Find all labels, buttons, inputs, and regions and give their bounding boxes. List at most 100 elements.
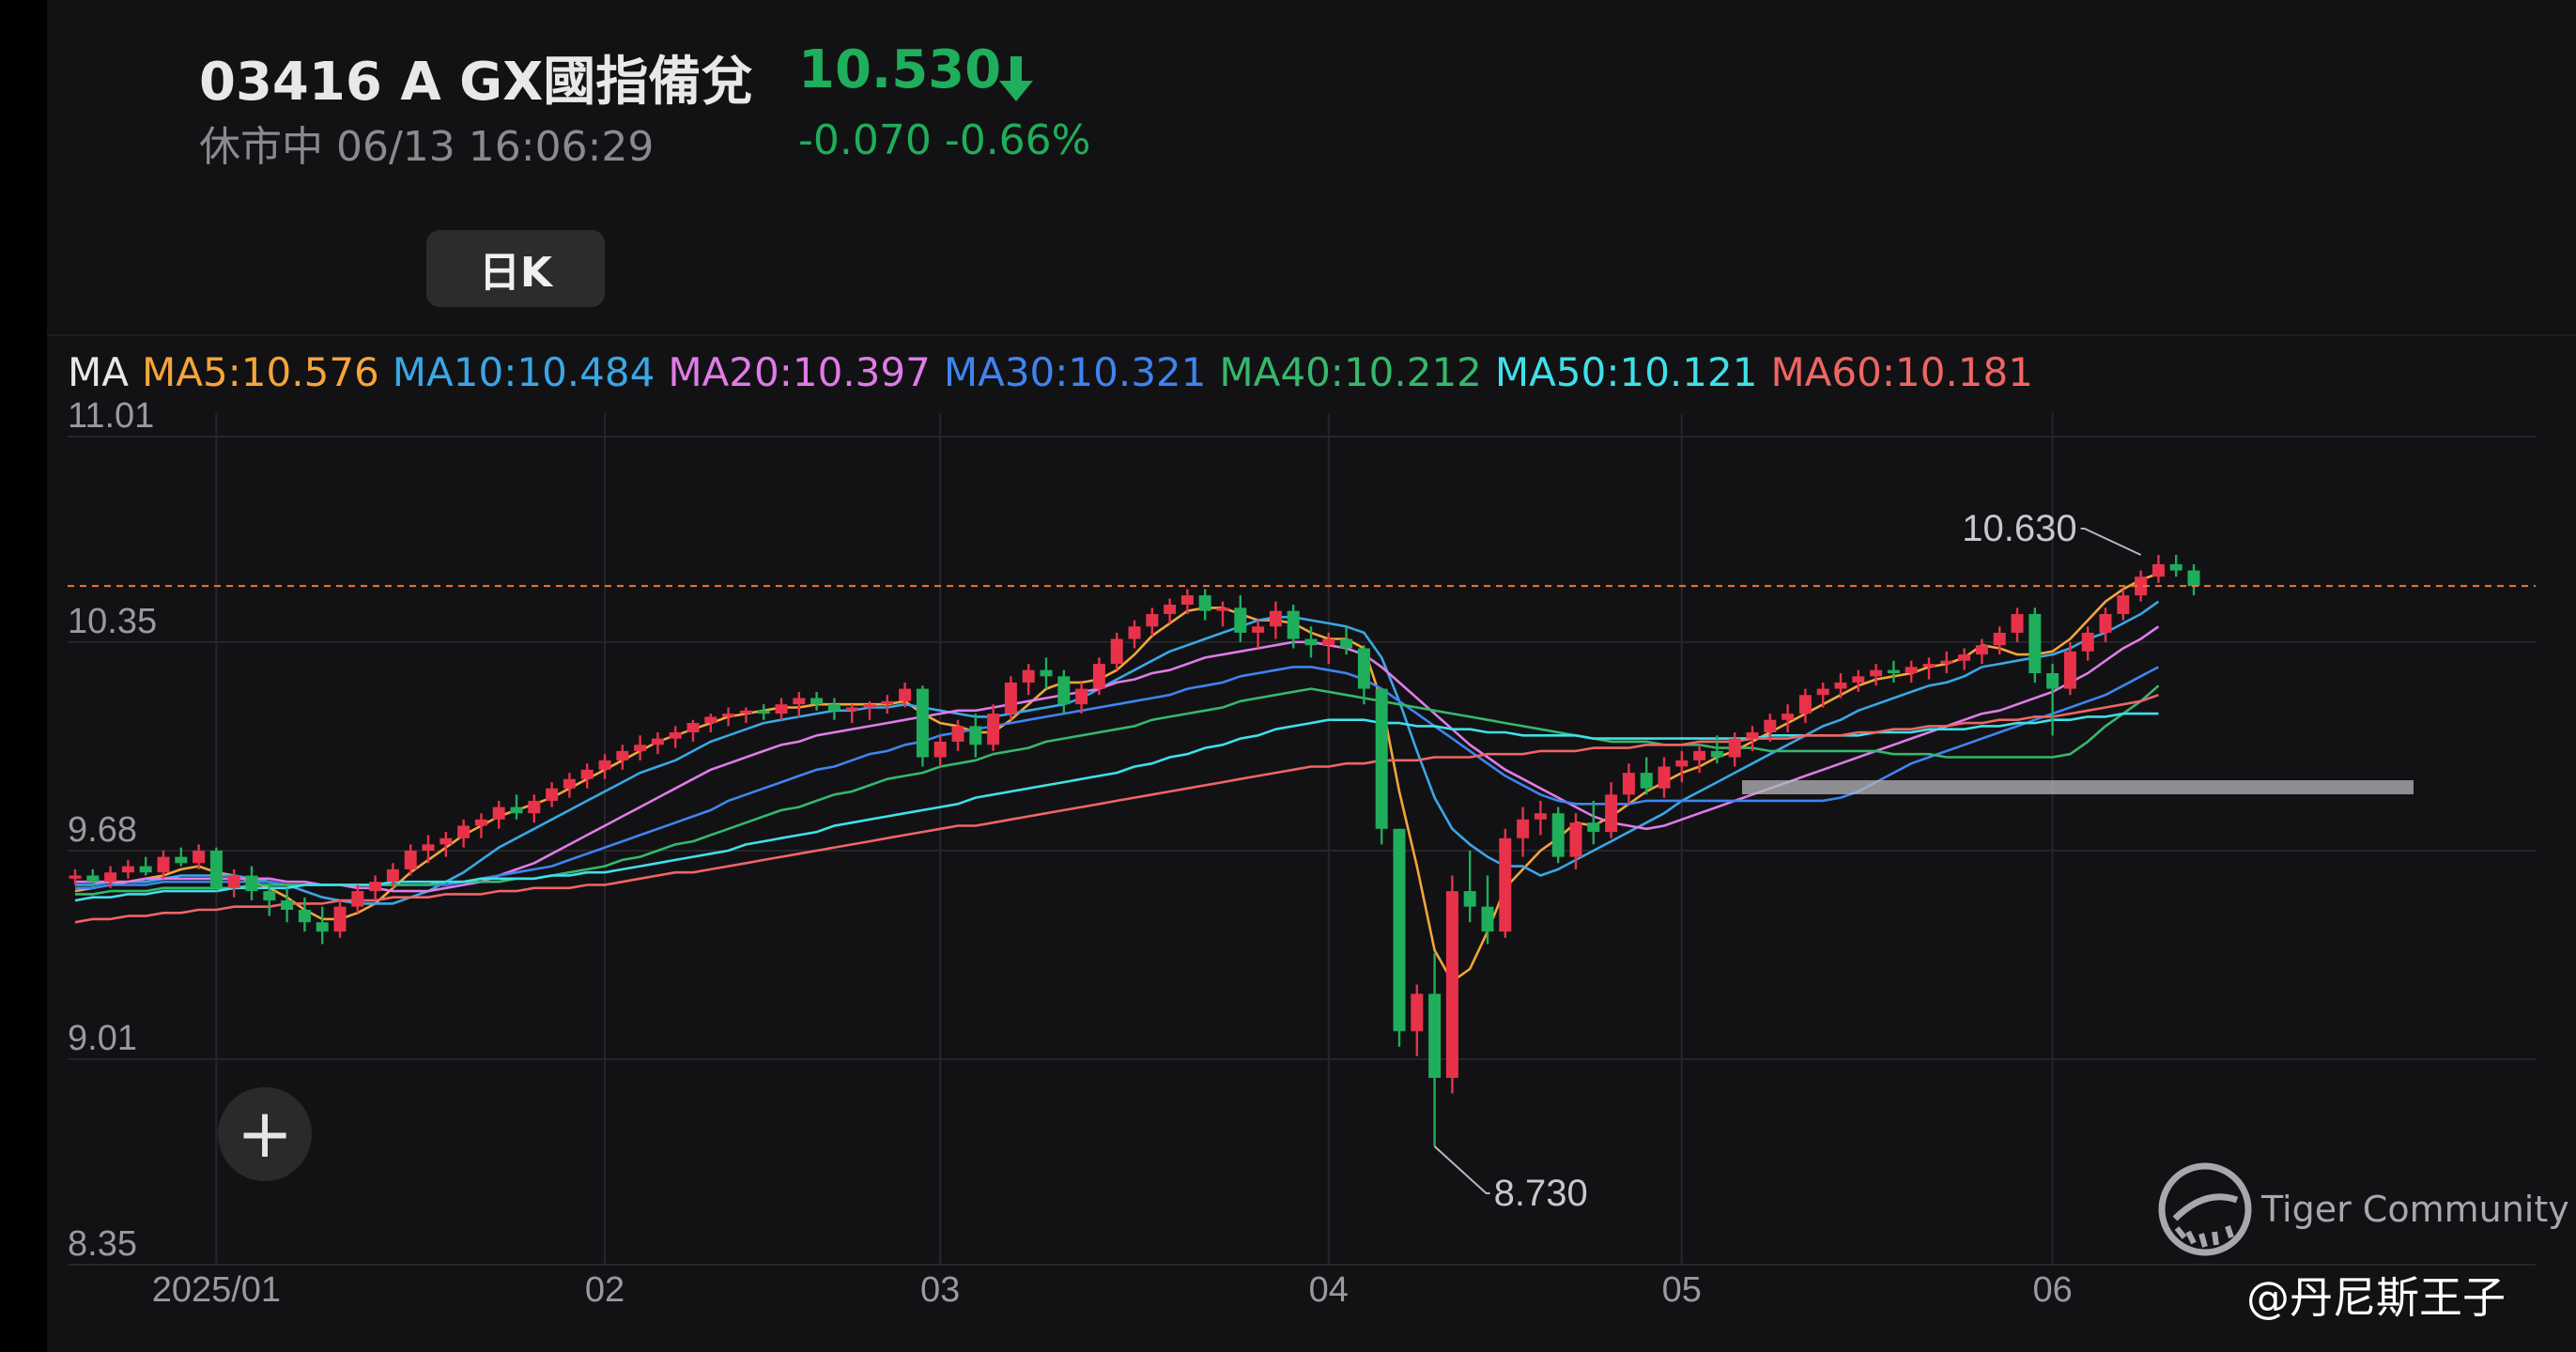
y-tick-label: 9.01 — [68, 1019, 137, 1058]
candle-body — [1499, 837, 1512, 932]
ma-legend-item: MA50:10.121 — [1494, 349, 1758, 395]
candle-body — [492, 807, 505, 820]
watermark-text: Tiger Community — [2261, 1189, 2569, 1230]
candle-body — [1764, 719, 1777, 732]
ma-legend-item: MA10:10.484 — [392, 349, 656, 395]
candle-body — [969, 726, 982, 745]
price-range-marker — [1742, 780, 2414, 794]
candle-body — [1905, 667, 1918, 673]
candle-body — [739, 710, 752, 714]
candle-body — [1887, 669, 1900, 673]
annotation-leader — [1433, 1145, 1490, 1194]
candle-body — [1075, 688, 1088, 705]
candle-body — [1428, 993, 1442, 1079]
candle-body — [1958, 654, 1971, 661]
candle-body — [193, 851, 206, 864]
candle-body — [616, 750, 629, 760]
candle-body — [1357, 648, 1370, 689]
y-tick-label: 10.35 — [68, 602, 157, 641]
candle-body — [634, 745, 647, 751]
candle-body — [987, 714, 1000, 745]
ma-legend-item: MA40:10.212 — [1219, 349, 1482, 395]
candle-body — [1658, 766, 1671, 789]
candle-body — [227, 875, 240, 888]
candle-body — [1164, 605, 1177, 614]
x-tick-label: 04 — [1309, 1270, 1349, 1310]
candle-body — [2046, 673, 2059, 689]
ma-legend-item: MA30:10.321 — [943, 349, 1207, 395]
candle-body — [404, 851, 417, 869]
candle-body — [1517, 819, 1530, 838]
candle-body — [69, 875, 82, 879]
ma-line-ma40 — [75, 684, 2160, 896]
period-selector-button[interactable]: 日K — [426, 230, 605, 307]
candle-body — [1198, 595, 1211, 611]
candle-body — [1287, 610, 1300, 639]
candle-body — [298, 910, 311, 923]
candle-body — [1993, 632, 2006, 646]
candle-body — [1675, 760, 1689, 767]
ma-legend-item: MA60:10.181 — [1770, 349, 2033, 395]
candle-body — [757, 710, 770, 714]
candle-body — [528, 800, 541, 814]
candle-body — [86, 875, 100, 883]
candle-body — [1798, 695, 1812, 714]
candle-body — [1057, 676, 1071, 705]
stock-title: 03416 A GX國指備兌 — [199, 52, 754, 113]
candle-body — [1463, 891, 1476, 907]
candle-body — [686, 723, 700, 732]
candle-body — [1375, 688, 1388, 829]
candle-body — [1569, 822, 1582, 857]
candle-body — [1622, 773, 1635, 795]
candle-body — [1040, 669, 1053, 677]
candle-body — [1693, 750, 1706, 760]
candle-body — [1728, 738, 1741, 758]
candle-body — [2152, 563, 2165, 577]
arrow-down-icon — [999, 56, 1033, 101]
header-divider — [47, 334, 2576, 336]
candle-body — [1816, 688, 1829, 696]
candle-body — [1092, 664, 1105, 689]
x-tick-label: 06 — [2032, 1270, 2072, 1310]
candle-body — [1304, 638, 1318, 646]
candle-body — [598, 760, 611, 770]
candle-body — [2081, 632, 2094, 652]
x-tick-label: 05 — [1662, 1270, 1702, 1310]
candle-body — [810, 698, 824, 705]
candle-body — [1834, 682, 1847, 689]
annotation-label: 8.730 — [1494, 1173, 1588, 1214]
candle-body — [2099, 614, 2112, 633]
candle-body — [1587, 822, 1600, 833]
y-tick-label: 11.01 — [68, 396, 154, 436]
candle-body — [1180, 595, 1194, 606]
candle-body — [369, 882, 382, 892]
candle-body — [546, 788, 559, 801]
candle-body — [440, 837, 453, 845]
quote-panel — [47, 0, 2576, 1352]
annotation-label: 10.630 — [1962, 508, 2076, 549]
add-indicator-button[interactable]: + — [218, 1087, 312, 1181]
y-tick-label: 8.35 — [68, 1224, 137, 1264]
candle-body — [2169, 563, 2183, 571]
candle-body — [1393, 828, 1406, 1032]
candle-body — [510, 807, 523, 814]
candle-body — [1004, 682, 1017, 714]
candle-body — [139, 866, 152, 873]
candle-body — [1640, 773, 1653, 789]
candle-body — [175, 856, 188, 864]
candle-body — [1975, 645, 1988, 655]
candle-body — [916, 688, 929, 758]
y-tick-label: 9.68 — [68, 810, 137, 850]
candle-body — [422, 844, 435, 851]
candle-body — [863, 704, 876, 708]
candle-body — [474, 819, 487, 826]
candle-body — [2135, 576, 2148, 596]
candle-body — [845, 707, 858, 711]
candle-body — [2011, 614, 2024, 633]
ma-line-ma20 — [75, 625, 2160, 893]
candle-body — [1481, 906, 1494, 932]
candle-body — [2063, 651, 2076, 689]
candle-body — [775, 704, 788, 714]
